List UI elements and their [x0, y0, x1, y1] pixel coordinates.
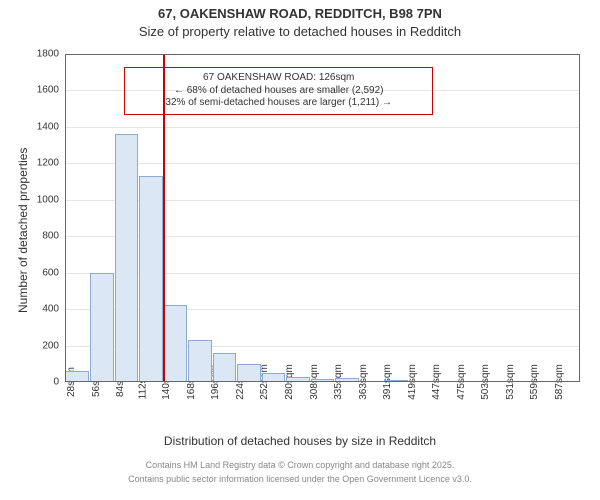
footer-line-2: Contains public sector information licen… [0, 474, 600, 484]
right-axis-line [579, 54, 580, 382]
histogram-bar [213, 353, 237, 382]
chart-title: 67, OAKENSHAW ROAD, REDDITCH, B98 7PN [0, 6, 600, 21]
annotation-line-1: 67 OAKENSHAW ROAD: 126sqm [129, 72, 428, 85]
y-tick-label: 1400 [37, 121, 65, 132]
annotation-box: 67 OAKENSHAW ROAD: 126sqm ← 68% of detac… [124, 67, 433, 115]
annotation-line-3: 32% of semi-detached houses are larger (… [129, 97, 428, 110]
histogram-bar [237, 364, 261, 382]
histogram-bar [90, 273, 114, 382]
top-axis-line [65, 54, 580, 55]
y-tick-label: 800 [42, 231, 65, 242]
y-tick-label: 1800 [37, 49, 65, 60]
footer-line-1: Contains HM Land Registry data © Crown c… [0, 460, 600, 470]
histogram-bar [164, 305, 188, 382]
property-size-histogram: 67, OAKENSHAW ROAD, REDDITCH, B98 7PN Si… [0, 0, 600, 500]
chart-subtitle: Size of property relative to detached ho… [0, 24, 600, 39]
y-tick-label: 600 [42, 267, 65, 278]
y-tick-label: 200 [42, 340, 65, 351]
plot-area: 02004006008001000120014001600180028sqm56… [65, 54, 580, 382]
histogram-bar [115, 134, 139, 382]
histogram-bar [188, 340, 212, 382]
y-tick-label: 1200 [37, 158, 65, 169]
x-axis-line [65, 381, 580, 382]
y-tick-label: 1600 [37, 85, 65, 96]
y-axis-line [65, 54, 66, 382]
y-tick-label: 400 [42, 304, 65, 315]
y-tick-label: 1000 [37, 194, 65, 205]
annotation-line-2: ← 68% of detached houses are smaller (2,… [129, 85, 428, 98]
x-axis-label: Distribution of detached houses by size … [0, 434, 600, 448]
y-axis-label: Number of detached properties [16, 148, 30, 313]
histogram-bar [139, 176, 163, 382]
